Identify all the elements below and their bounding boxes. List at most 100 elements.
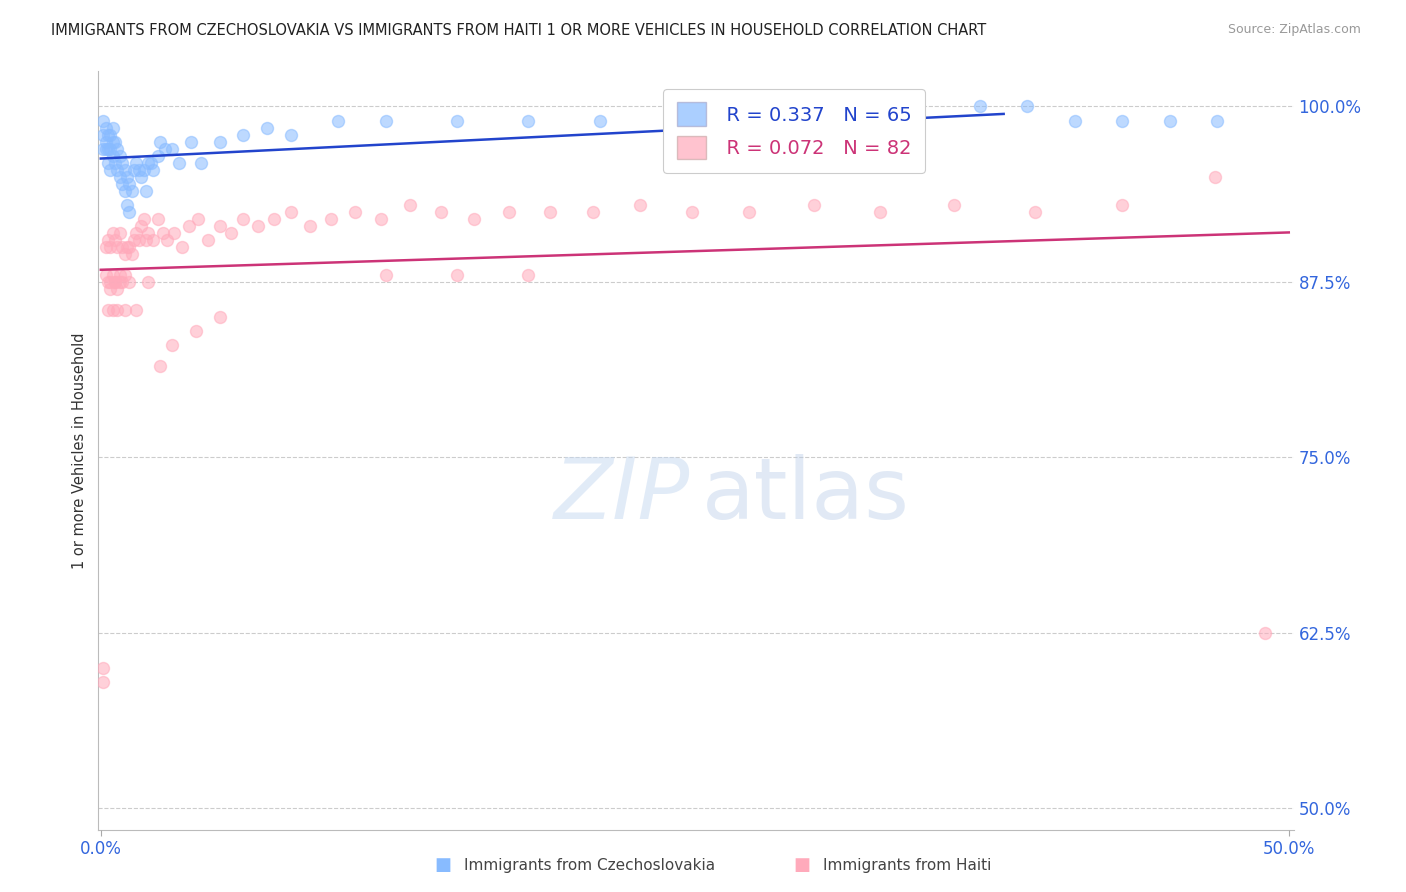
Point xyxy=(108,169,131,184)
Point xyxy=(111,275,134,289)
Point xyxy=(128,162,150,177)
Point xyxy=(280,204,302,219)
Point xyxy=(118,275,141,289)
Point xyxy=(91,142,114,156)
Point xyxy=(187,211,209,226)
Point xyxy=(98,240,121,254)
Point xyxy=(97,275,120,289)
Text: IMMIGRANTS FROM CZECHOSLOVAKIA VS IMMIGRANTS FROM HAITI 1 OR MORE VEHICLES IN HO: IMMIGRANTS FROM CZECHOSLOVAKIA VS IMMIGR… xyxy=(51,23,986,38)
Point xyxy=(97,142,120,156)
Point xyxy=(114,268,136,282)
Point xyxy=(98,142,121,156)
Point xyxy=(135,184,157,198)
Point xyxy=(328,113,350,128)
Point xyxy=(122,233,145,247)
Point xyxy=(94,268,117,282)
Point xyxy=(517,113,540,128)
Point xyxy=(125,226,148,240)
Point xyxy=(94,240,117,254)
Point xyxy=(897,113,920,128)
Point xyxy=(115,198,138,212)
Point xyxy=(136,155,159,169)
Point xyxy=(208,135,231,149)
Point xyxy=(114,162,136,177)
Point xyxy=(517,268,540,282)
Y-axis label: 1 or more Vehicles in Household: 1 or more Vehicles in Household xyxy=(72,332,87,569)
Point xyxy=(142,233,165,247)
Point xyxy=(125,303,148,318)
Point xyxy=(280,128,302,142)
Point xyxy=(146,211,169,226)
Point xyxy=(374,268,396,282)
Point xyxy=(91,128,114,142)
Point xyxy=(152,226,174,240)
Text: Immigrants from Haiti: Immigrants from Haiti xyxy=(823,858,991,872)
Point xyxy=(869,204,891,219)
Point xyxy=(160,338,183,352)
Point xyxy=(177,219,200,233)
Point xyxy=(180,135,202,149)
Point xyxy=(97,233,120,247)
Point xyxy=(91,675,114,690)
Point xyxy=(111,240,134,254)
Point xyxy=(659,113,682,128)
Point xyxy=(263,211,285,226)
Point xyxy=(115,169,138,184)
Point xyxy=(197,233,219,247)
Point xyxy=(370,211,392,226)
Point xyxy=(104,275,127,289)
Point xyxy=(132,211,155,226)
Point xyxy=(114,303,136,318)
Point xyxy=(149,359,172,374)
Point xyxy=(101,303,124,318)
Point xyxy=(1111,198,1133,212)
Point xyxy=(129,169,152,184)
Point xyxy=(101,120,124,135)
Point xyxy=(827,113,849,128)
Point xyxy=(132,162,155,177)
Point xyxy=(429,204,451,219)
Point xyxy=(321,211,343,226)
Text: ■: ■ xyxy=(434,856,451,874)
Point xyxy=(463,211,485,226)
Point xyxy=(1017,99,1039,113)
Point xyxy=(232,128,254,142)
Legend:   R = 0.337   N = 65,   R = 0.072   N = 82: R = 0.337 N = 65, R = 0.072 N = 82 xyxy=(664,88,925,173)
Point xyxy=(111,177,134,191)
Point xyxy=(98,275,121,289)
Point xyxy=(91,661,114,675)
Point xyxy=(107,142,129,156)
Point xyxy=(208,310,231,324)
Point xyxy=(107,240,129,254)
Point xyxy=(139,155,162,169)
Point xyxy=(1024,204,1046,219)
Point xyxy=(142,162,165,177)
Point xyxy=(446,113,468,128)
Point xyxy=(1159,113,1181,128)
Point xyxy=(114,247,136,261)
Text: atlas: atlas xyxy=(702,454,910,538)
Point xyxy=(136,226,159,240)
Point xyxy=(246,219,269,233)
Point xyxy=(681,204,703,219)
Point xyxy=(118,177,141,191)
Point xyxy=(101,268,124,282)
Point xyxy=(738,204,761,219)
Point xyxy=(107,162,129,177)
Point xyxy=(108,268,131,282)
Point xyxy=(163,226,186,240)
Point xyxy=(121,184,143,198)
Point xyxy=(1206,113,1229,128)
Point xyxy=(256,120,278,135)
Point xyxy=(167,155,190,169)
Text: ■: ■ xyxy=(793,856,810,874)
Point xyxy=(969,99,991,113)
Point xyxy=(104,155,127,169)
Point xyxy=(803,198,825,212)
Point xyxy=(298,219,321,233)
Point xyxy=(170,240,193,254)
Point xyxy=(589,113,612,128)
Point xyxy=(149,135,172,149)
Point xyxy=(98,162,121,177)
Point xyxy=(942,198,965,212)
